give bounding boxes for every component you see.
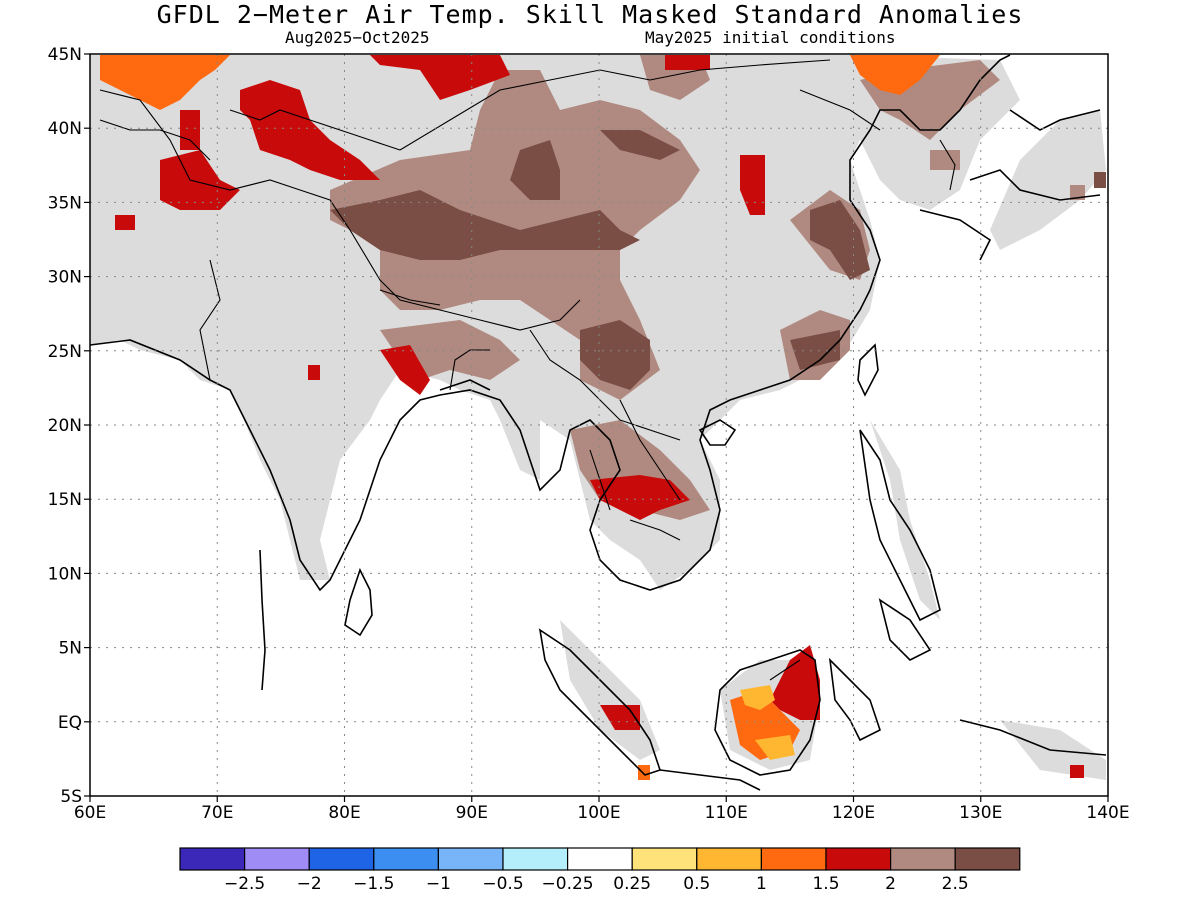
colorbar-label: −0.5 xyxy=(482,874,523,894)
colorbar-swatch xyxy=(954,847,1021,871)
lat-label: 40N xyxy=(48,119,82,139)
colorbar-label: 2.5 xyxy=(942,874,969,894)
colorbar-swatch xyxy=(566,847,633,871)
lat-label: 15N xyxy=(48,490,82,510)
lat-lon-grid xyxy=(90,54,1108,796)
anomaly-0.5-1 xyxy=(740,685,795,760)
colorbar-swatch xyxy=(179,847,246,871)
colorbar-label: 0.5 xyxy=(683,874,710,894)
colorbar-label: −1 xyxy=(426,874,451,894)
colorbar-label: 2 xyxy=(885,874,896,894)
colorbar-swatch xyxy=(308,847,375,871)
colorbar-label: −1.5 xyxy=(353,874,394,894)
colorbar-swatch xyxy=(244,847,310,871)
colorbar-swatch xyxy=(437,847,504,871)
lat-label: 30N xyxy=(48,268,82,288)
longitude-labels: 60E 70E 80E 90E 100E 110E 120E 130E 140E xyxy=(74,796,1130,823)
colorbar-swatch xyxy=(760,847,827,871)
lon-label: 60E xyxy=(74,803,106,823)
lon-label: 100E xyxy=(577,803,620,823)
lon-label: 110E xyxy=(705,803,748,823)
forecast-period: Aug2025−Oct2025 xyxy=(285,28,430,47)
colorbar-label: −2.5 xyxy=(224,874,265,894)
lon-label: 70E xyxy=(201,803,233,823)
lat-label: EQ xyxy=(58,713,82,733)
lon-label: 140E xyxy=(1086,803,1129,823)
colorbar-label: −2 xyxy=(297,874,322,894)
colorbar-swatch xyxy=(373,847,439,871)
colorbar-swatch xyxy=(889,847,956,871)
colorbar-label: −0.25 xyxy=(542,874,594,894)
lon-label: 130E xyxy=(959,803,1002,823)
borders xyxy=(99,59,956,681)
lat-label: 45N xyxy=(48,45,82,65)
lon-label: 120E xyxy=(832,803,875,823)
map-area xyxy=(89,53,1109,797)
map-title: GFDL 2−Meter Air Temp. Skill Masked Stan… xyxy=(156,0,1024,29)
lon-label: 90E xyxy=(456,803,488,823)
colorbar-label: 1.5 xyxy=(812,874,839,894)
latitude-labels: 45N 40N 35N 30N 25N 20N 15N 10N 5N EQ 5S xyxy=(48,45,90,807)
lat-label: 5N xyxy=(58,639,82,659)
colorbar: −2.5 −2 −1.5 −1 −0.5 −0.25 0.25 0.5 1 1.5 2 2.5 xyxy=(179,847,1021,894)
lat-label: 20N xyxy=(48,416,82,436)
coastlines xyxy=(89,54,1107,791)
lat-label: 10N xyxy=(48,564,82,584)
anomaly-1.5-2 xyxy=(115,55,1084,778)
colorbar-swatch xyxy=(825,847,892,871)
lat-label: 5S xyxy=(60,787,82,807)
initial-conditions: May2025 initial conditions xyxy=(645,28,896,47)
lon-label: 80E xyxy=(328,803,360,823)
colorbar-label: 1 xyxy=(756,874,767,894)
colorbar-swatch xyxy=(696,847,762,871)
anomaly-above-2.5 xyxy=(330,130,1106,390)
colorbar-swatch xyxy=(631,847,698,871)
lat-label: 35N xyxy=(48,193,82,213)
lat-label: 25N xyxy=(48,342,82,362)
colorbar-label: 0.25 xyxy=(613,874,651,894)
colorbar-swatch xyxy=(502,847,569,871)
